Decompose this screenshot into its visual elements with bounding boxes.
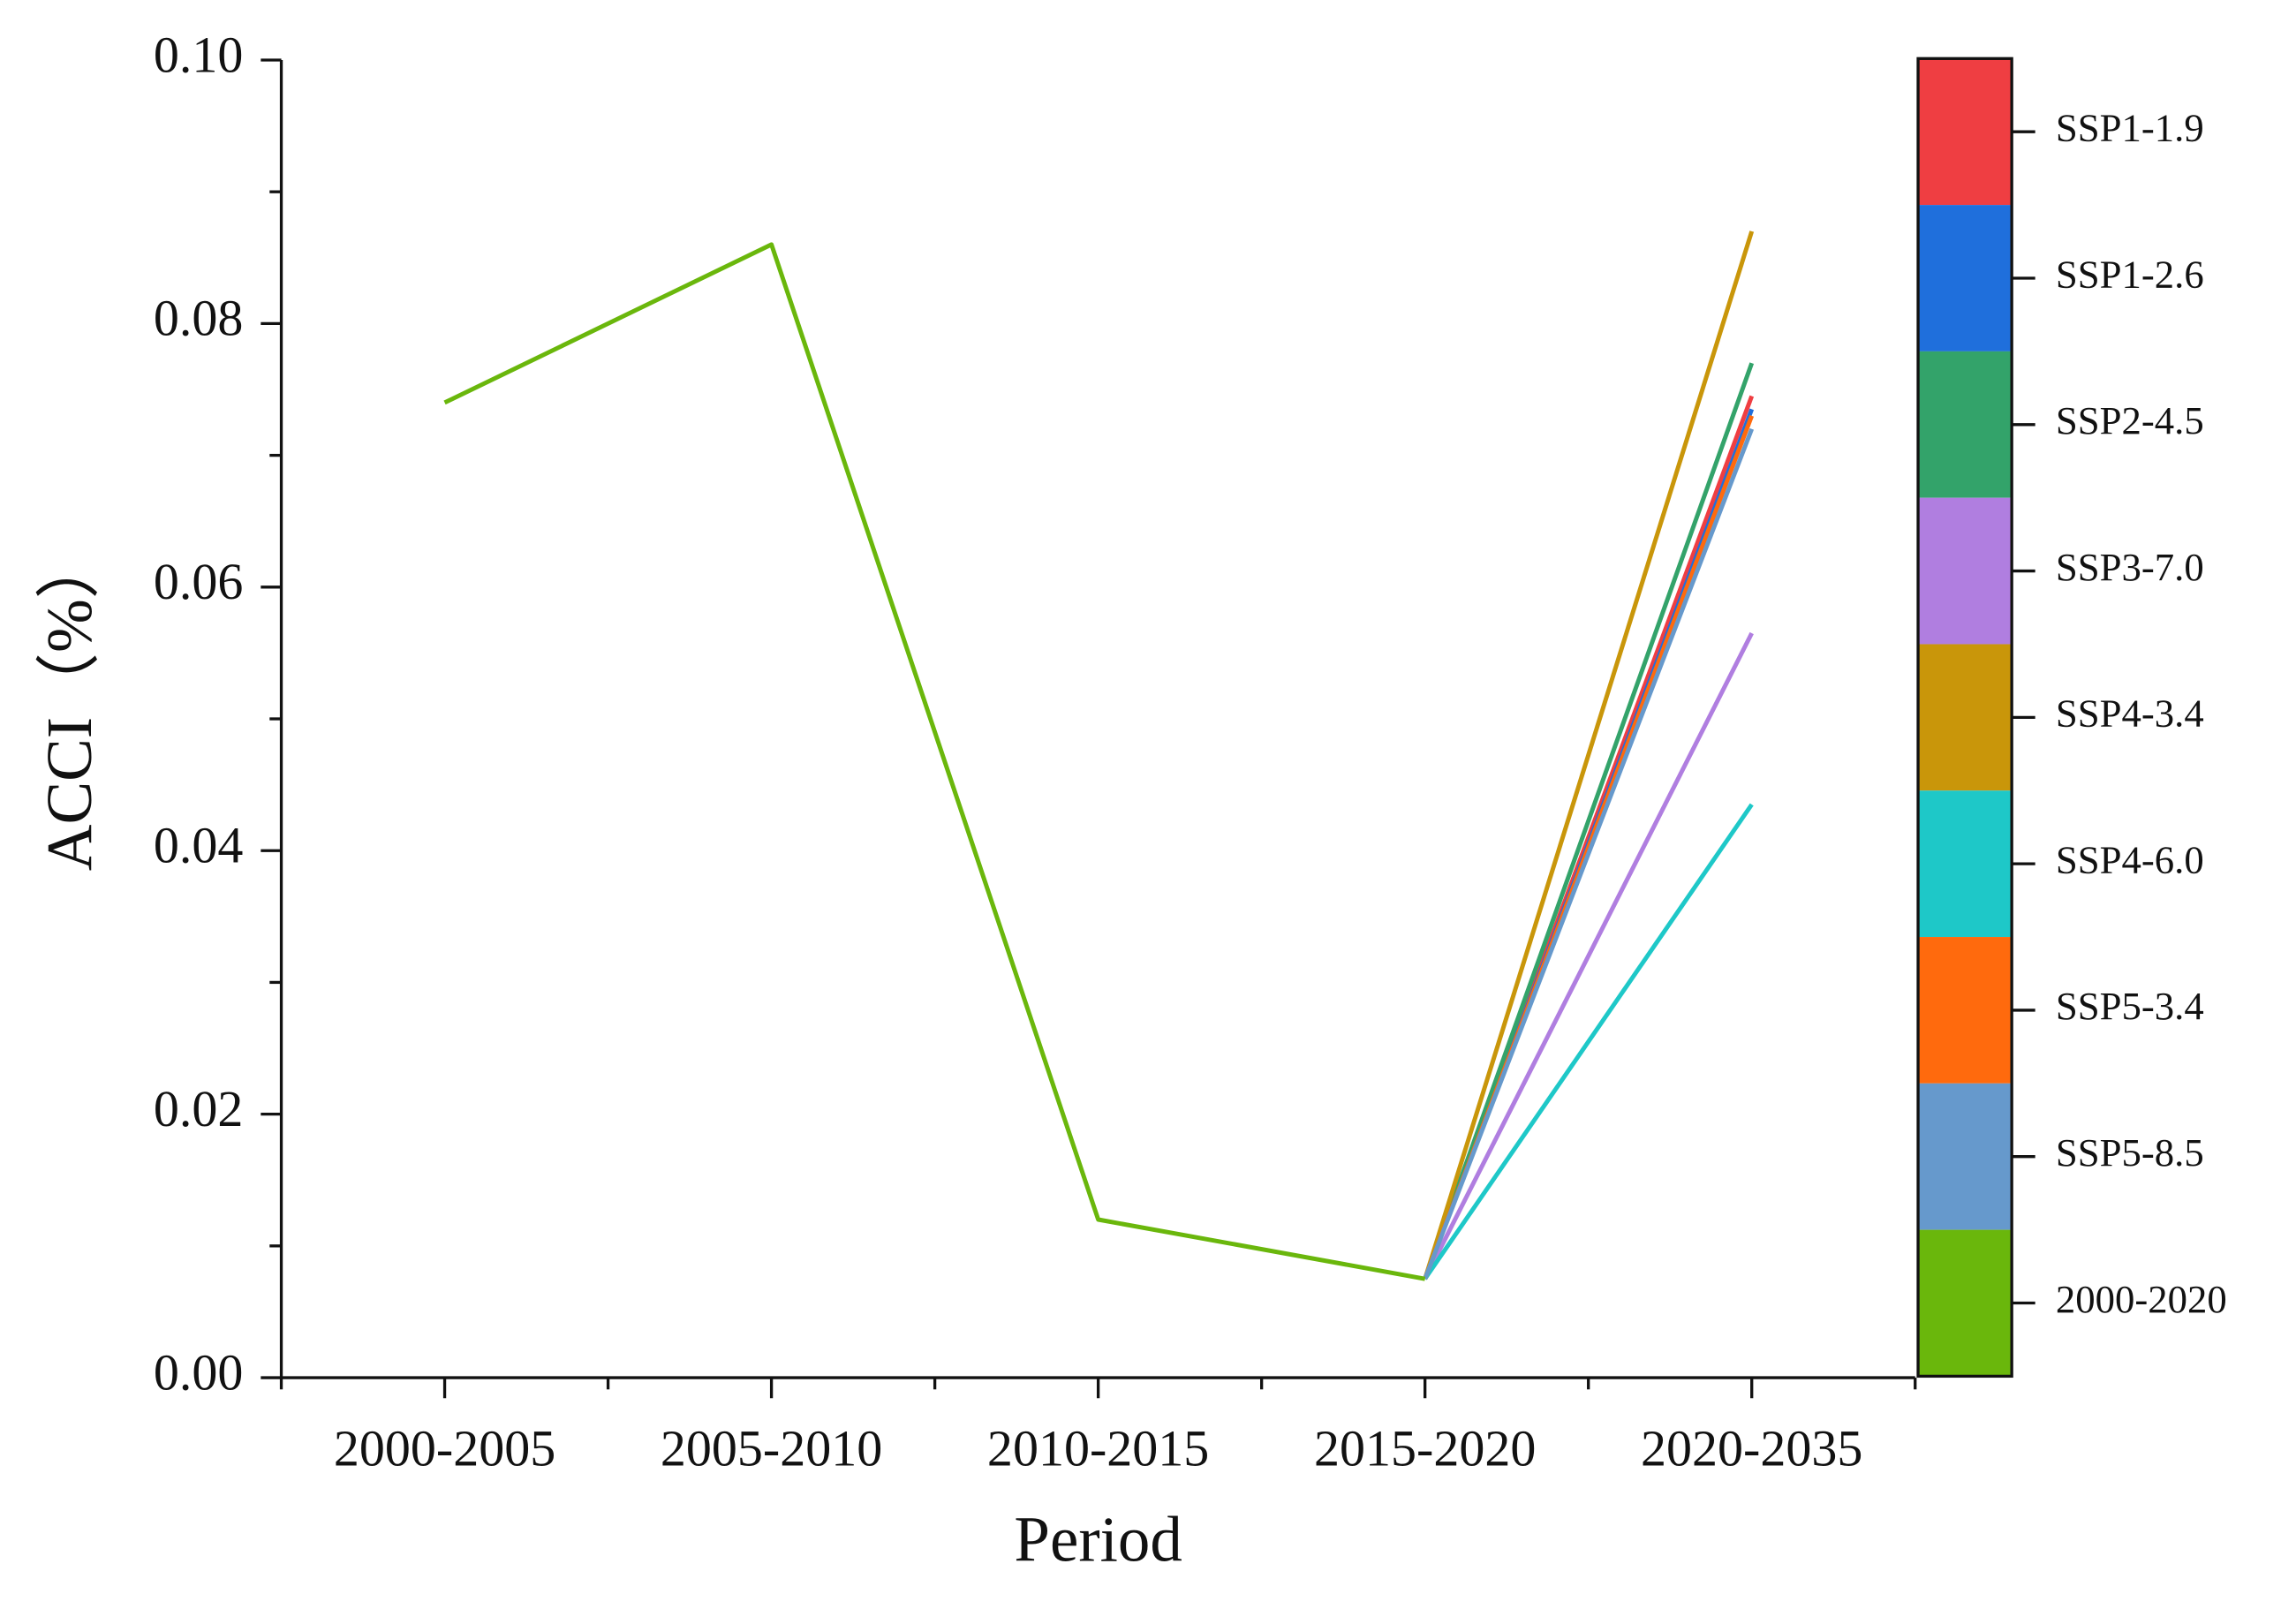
legend-swatch <box>1918 937 2013 1084</box>
legend-label: SSP5-8.5 <box>2056 1130 2204 1175</box>
legend-swatch <box>1918 1229 2013 1377</box>
x-tick-label: 2020-2035 <box>1641 1420 1862 1477</box>
y-tick-label: 0.04 <box>154 817 244 874</box>
legend-swatch <box>1918 58 2013 206</box>
legend-label: SSP3-7.0 <box>2056 545 2204 589</box>
series-line <box>1423 427 1755 1280</box>
y-tick-label: 0.02 <box>154 1080 244 1137</box>
series-line <box>1423 362 1755 1280</box>
legend-swatch <box>1918 1083 2013 1230</box>
legend-swatch <box>1918 205 2013 351</box>
series-line <box>1423 803 1754 1280</box>
series-line <box>1423 631 1754 1280</box>
series-line <box>1423 230 1755 1280</box>
y-axis-title: ACCI（%） <box>34 534 105 871</box>
legend-label: 2000-2020 <box>2056 1277 2227 1321</box>
x-tick-label: 2000-2005 <box>334 1420 555 1477</box>
legend-swatch <box>1918 644 2013 791</box>
legend-label: SSP1-2.6 <box>2056 252 2204 296</box>
x-tick-label: 2015-2020 <box>1314 1420 1536 1477</box>
legend-border <box>1916 57 2013 1379</box>
legend-swatch <box>1918 790 2013 938</box>
y-tick-label: 0.00 <box>154 1343 244 1401</box>
series-line <box>443 242 1426 1281</box>
legend-label: SSP2-4.5 <box>2056 398 2204 442</box>
y-tick-label: 0.08 <box>154 290 244 347</box>
legend-swatch <box>1918 351 2013 498</box>
legend-label: SSP1-1.9 <box>2056 105 2204 149</box>
legend-swatch <box>1918 497 2013 645</box>
y-tick-label: 0.10 <box>154 26 244 83</box>
y-tick-label: 0.06 <box>154 553 244 610</box>
legend-label: SSP4-6.0 <box>2056 837 2204 881</box>
x-tick-label: 2010-2015 <box>987 1420 1209 1477</box>
x-axis-title: Period <box>1014 1503 1182 1575</box>
legend-label: SSP5-3.4 <box>2056 984 2204 1028</box>
x-tick-label: 2005-2010 <box>661 1420 882 1477</box>
legend-label: SSP4-3.4 <box>2056 691 2204 736</box>
